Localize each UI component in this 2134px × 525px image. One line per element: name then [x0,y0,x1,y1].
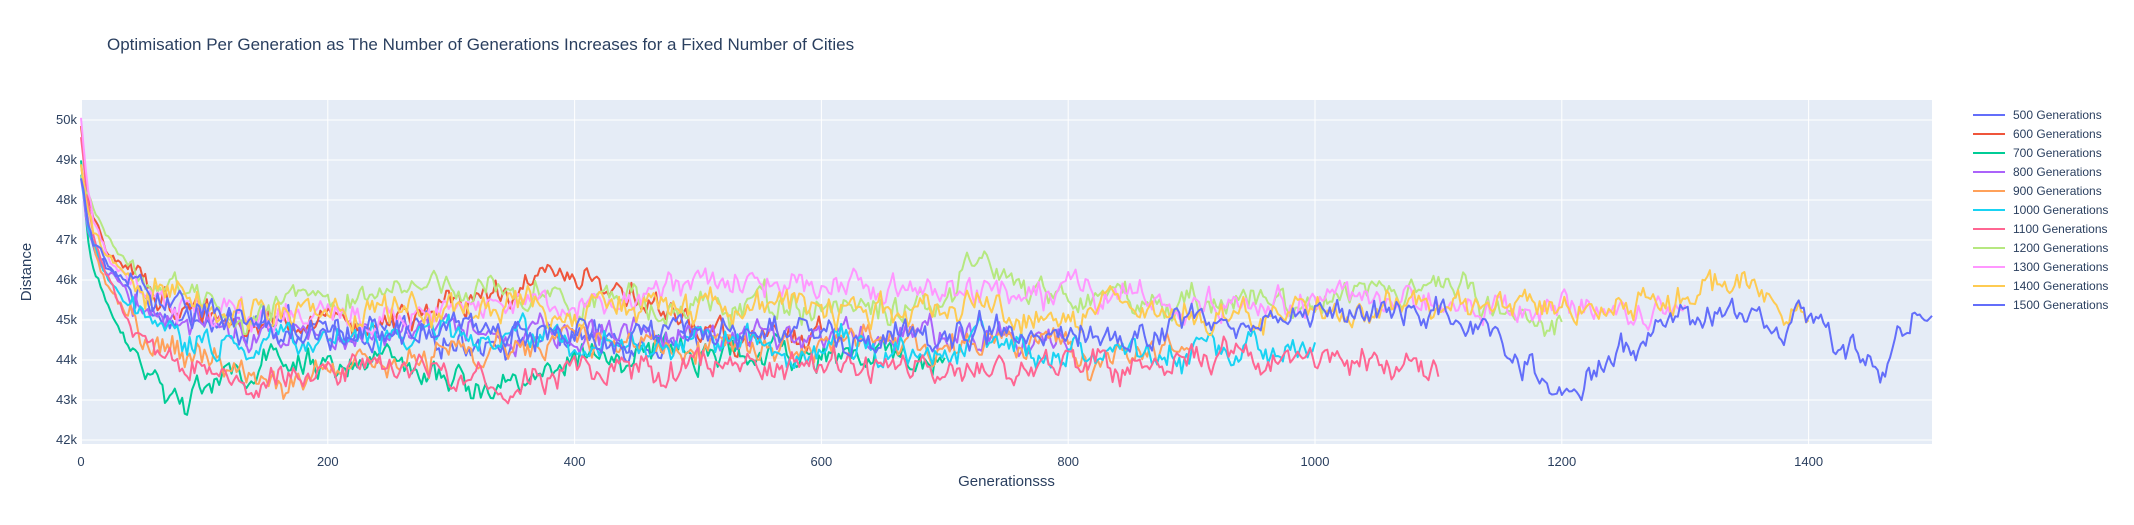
x-tick-label: 0 [77,454,84,469]
legend-entry: 700 Generations [2013,146,2102,160]
series-line [80,137,1440,405]
legend-entry: 1500 Generations [2013,298,2108,312]
legend-entry: 500 Generations [2013,108,2102,122]
legend-entry: 900 Generations [2013,184,2102,198]
y-tick-label: 43k [56,392,77,407]
y-tick-label: 49k [56,152,77,167]
x-tick-label: 1000 [1301,454,1330,469]
x-tick-label: 1400 [1794,454,1823,469]
x-axis: 0 200 400 600 800 1000 1200 1400 [77,454,1823,469]
y-tick-label: 45k [56,312,77,327]
x-axis-title: Generationsss [958,473,1055,490]
legend-entry: 1400 Generations [2013,279,2108,293]
y-tick-label: 48k [56,192,77,207]
x-tick-label: 400 [564,454,586,469]
y-tick-label: 50k [56,112,77,127]
chart-title: Optimisation Per Generation as The Numbe… [107,35,854,54]
legend-entry: 1100 Generations [2013,222,2108,236]
legend: 500 Generations 600 Generations 700 Genera… [1973,108,2108,312]
legend-entry: 1300 Generations [2013,260,2108,274]
legend-entry: 1000 Generations [2013,203,2108,217]
legend-entry: 600 Generations [2013,127,2102,141]
series-layer [80,117,1933,416]
series-line [80,160,946,416]
legend-entry: 1200 Generations [2013,241,2108,255]
y-tick-label: 44k [56,352,77,367]
series-line [80,178,1070,358]
plot-area [81,100,1932,444]
x-tick-label: 600 [811,454,833,469]
x-tick-label: 200 [317,454,339,469]
y-axis-title: Distance [18,243,35,301]
y-axis: 42k 43k 44k 45k 46k 47k 48k 49k 50k [56,112,77,447]
series-line [80,178,1933,402]
y-tick-label: 47k [56,232,77,247]
series-line [80,174,1316,375]
x-tick-label: 800 [1057,454,1079,469]
legend-entry: 800 Generations [2013,165,2102,179]
y-tick-label: 42k [56,432,77,447]
x-tick-label: 1200 [1547,454,1576,469]
y-tick-label: 46k [56,272,77,287]
series-line [80,164,1810,336]
